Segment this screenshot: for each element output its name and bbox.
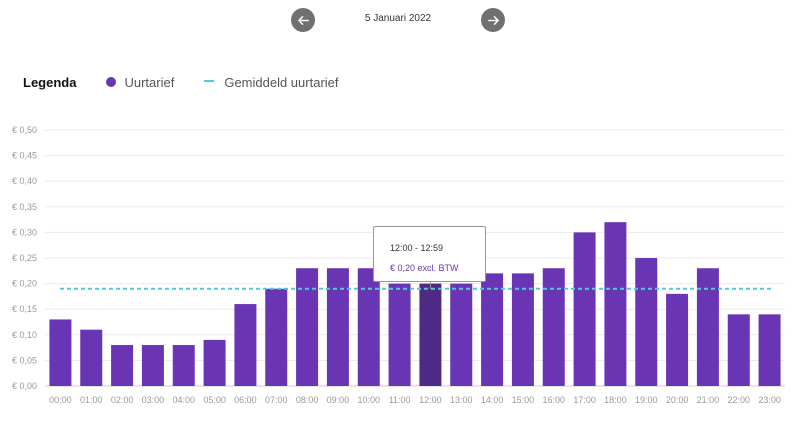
arrow-left-icon	[297, 15, 309, 25]
y-tick-label: € 0,00	[12, 381, 37, 391]
y-tick-label: € 0,15	[12, 304, 37, 314]
x-tick-label: 01:00	[80, 395, 103, 405]
bar	[481, 273, 504, 386]
bar	[450, 283, 473, 386]
x-tick-label: 14:00	[481, 395, 504, 405]
x-tick-label: 06:00	[234, 395, 257, 405]
bar	[635, 258, 658, 386]
bar	[111, 345, 134, 386]
x-tick-label: 23:00	[758, 395, 781, 405]
current-date: 5 Januari 2022	[364, 13, 432, 24]
legend-title: Legenda	[23, 74, 77, 90]
x-tick-label: 18:00	[604, 395, 627, 405]
bar	[265, 288, 288, 386]
date-navigation: 5 Januari 2022	[0, 8, 800, 34]
y-tick-label: € 0,40	[12, 176, 37, 186]
legend-dashed-line-icon	[204, 80, 215, 84]
tooltip-time: 12:00 - 12:59	[390, 243, 444, 253]
x-tick-label: 12:00	[419, 395, 442, 405]
x-tick-label: 00:00	[49, 395, 72, 405]
x-tick-label: 20:00	[666, 395, 689, 405]
tooltip-price: € 0,20 excl. BTW	[390, 263, 459, 273]
x-tick-label: 17:00	[573, 395, 596, 405]
bar	[758, 314, 781, 386]
bar	[234, 304, 257, 386]
x-tick-label: 11:00	[389, 395, 411, 405]
bar	[172, 345, 195, 386]
y-tick-label: € 0,50	[12, 125, 37, 135]
y-tick-label: € 0,30	[12, 227, 37, 237]
x-tick-label: 04:00	[172, 395, 195, 405]
y-tick-label: € 0,45	[12, 151, 37, 161]
bar	[696, 268, 719, 386]
x-tick-label: 03:00	[142, 395, 165, 405]
x-tick-label: 05:00	[203, 395, 226, 405]
bar	[326, 268, 349, 386]
x-tick-label: 10:00	[357, 395, 380, 405]
bar	[388, 283, 411, 386]
legend-item-uurtarief: Uurtarief	[124, 74, 175, 90]
y-tick-label: € 0,20	[12, 279, 37, 289]
y-tick-label: € 0,10	[12, 330, 37, 340]
x-tick-label: 07:00	[265, 395, 288, 405]
x-tick-label: 21:00	[697, 395, 720, 405]
x-tick-label: 02:00	[111, 395, 134, 405]
chart-legend: Legenda Uurtarief Gemiddeld uurtarief	[23, 73, 369, 91]
bar	[666, 293, 689, 386]
y-tick-label: € 0,25	[12, 253, 37, 263]
bar	[573, 232, 596, 386]
previous-day-button[interactable]	[291, 8, 315, 32]
x-tick-label: 22:00	[727, 395, 750, 405]
bar	[296, 268, 319, 386]
x-tick-label: 08:00	[296, 395, 319, 405]
bar	[203, 339, 226, 386]
x-tick-label: 19:00	[635, 395, 658, 405]
bar	[141, 345, 164, 386]
legend-dot-icon	[106, 77, 117, 87]
legend-item-gemiddeld: Gemiddeld uurtarief	[224, 74, 339, 90]
bar	[80, 329, 103, 386]
arrow-right-icon	[487, 15, 499, 25]
next-day-button[interactable]	[481, 8, 505, 32]
bar	[419, 283, 442, 386]
bar	[604, 222, 627, 386]
y-tick-label: € 0,05	[12, 355, 37, 365]
y-tick-label: € 0,35	[12, 202, 37, 212]
bar	[511, 273, 534, 386]
x-tick-label: 16:00	[542, 395, 565, 405]
x-tick-label: 13:00	[450, 395, 473, 405]
bar	[727, 314, 750, 386]
x-tick-label: 15:00	[512, 395, 535, 405]
bar-tooltip: 12:00 - 12:59 € 0,20 excl. BTW	[373, 226, 486, 282]
bar	[49, 319, 72, 386]
bar	[542, 268, 565, 386]
x-tick-label: 09:00	[327, 395, 350, 405]
bar	[357, 268, 380, 386]
